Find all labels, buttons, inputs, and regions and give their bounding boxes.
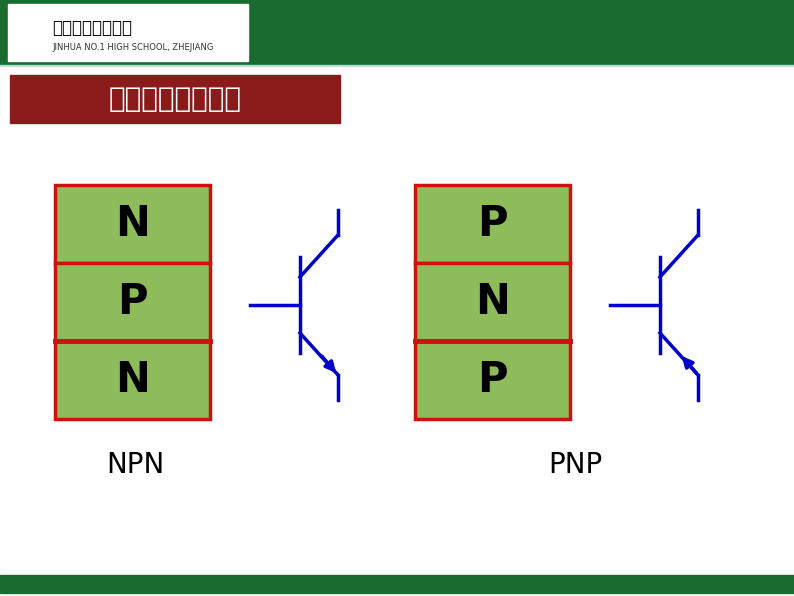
Text: 浙江金华第一中学: 浙江金华第一中学 — [52, 19, 132, 37]
Text: NPN: NPN — [106, 451, 164, 479]
Text: N: N — [115, 203, 150, 245]
Bar — [0, 0, 794, 65]
Text: JINHUA NO.1 HIGH SCHOOL, ZHEJIANG: JINHUA NO.1 HIGH SCHOOL, ZHEJIANG — [52, 44, 214, 52]
Text: P: P — [477, 359, 508, 401]
Text: PNP: PNP — [548, 451, 602, 479]
Text: 三极管（晶体管）: 三极管（晶体管） — [109, 85, 241, 113]
Bar — [0, 575, 794, 593]
Bar — [8, 4, 248, 61]
Bar — [415, 263, 570, 341]
Bar — [10, 75, 340, 123]
Bar — [415, 341, 570, 419]
Bar — [55, 263, 210, 341]
Bar — [415, 185, 570, 263]
Text: P: P — [477, 203, 508, 245]
Bar — [55, 341, 210, 419]
Text: N: N — [115, 359, 150, 401]
Text: N: N — [475, 281, 510, 323]
Text: P: P — [118, 281, 148, 323]
Bar — [55, 185, 210, 263]
